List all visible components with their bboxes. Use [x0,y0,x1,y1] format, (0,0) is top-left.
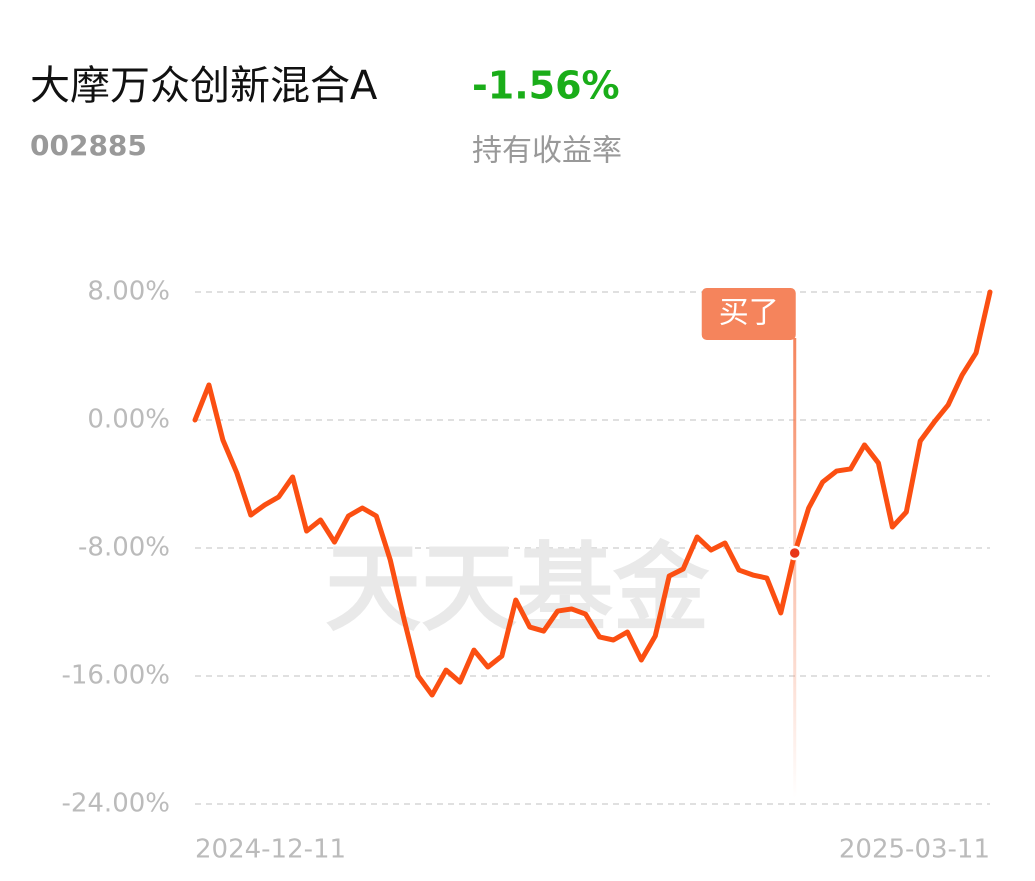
y-tick-label: -16.00% [61,661,170,691]
y-tick-label: 8.00% [87,277,170,307]
y-tick-label: -8.00% [78,533,170,563]
buy-line [793,338,797,798]
x-tick-label: 2024-12-11 [195,835,346,865]
buy-tag-label: 买了 [719,296,779,331]
return-label: 持有收益率 [472,134,622,169]
buy-point [787,545,802,561]
watermark: 天天基金 [325,532,710,644]
x-tick-label: 2025-03-11 [839,835,990,865]
fund-code: 002885 [30,129,147,162]
return-value: -1.56% [472,64,620,108]
fund-title: 大摩万众创新混合A [30,63,378,109]
line-series [192,289,993,698]
buy-tag [701,288,796,340]
y-tick-label: -24.00% [61,789,170,819]
y-tick-label: 0.00% [87,405,170,435]
